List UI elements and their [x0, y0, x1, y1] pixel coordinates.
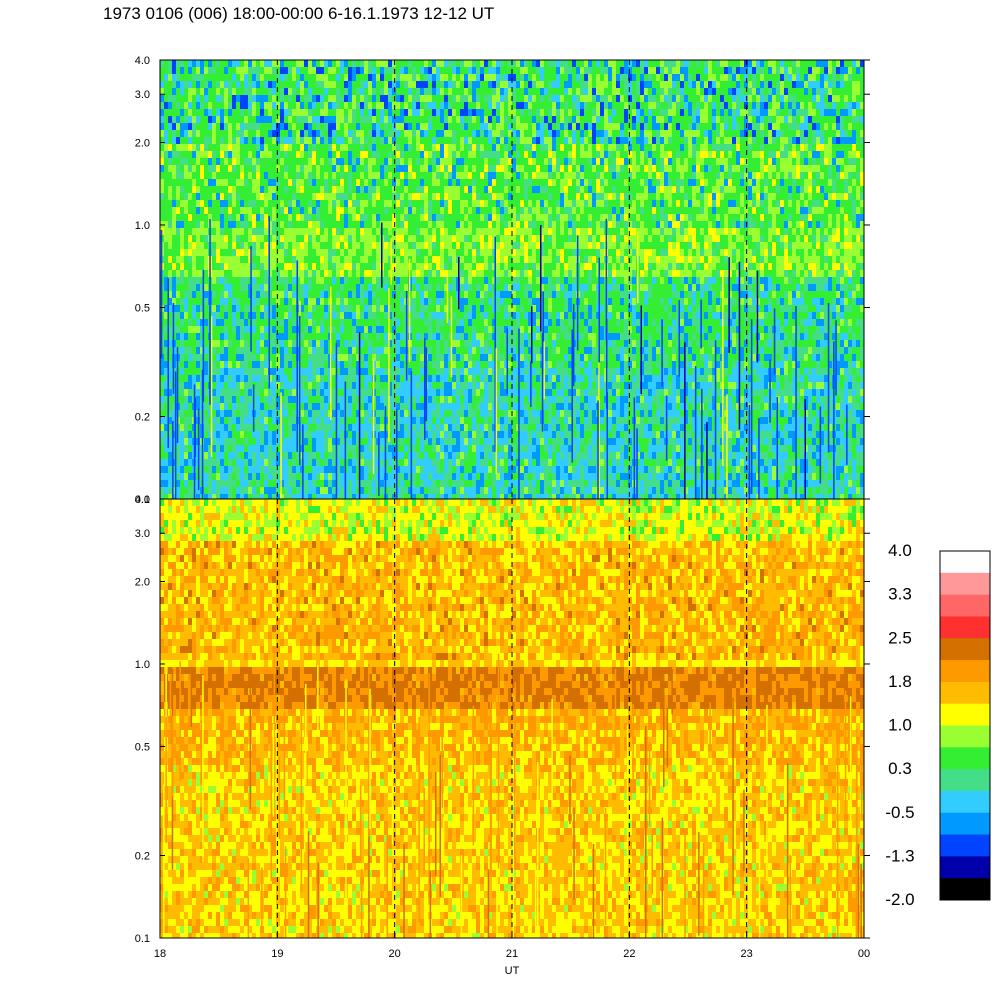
x-tick-label: 20: [389, 948, 401, 960]
colorbar-swatch: [940, 572, 990, 596]
colorbar: 4.0 3.3 2.5 1.8 1.0 0.3 -0.5 -1.3 -2.0: [885, 541, 991, 909]
colorbar-swatch: [940, 834, 990, 857]
y-tick-label: 0.2: [135, 412, 150, 424]
upper-panel: 0.1 0.2 0.5 1.0 2.0 3.0 4.0: [135, 55, 870, 506]
chart-title: 1973 0106 (006) 18:00-00:00 6-16.1.1973 …: [103, 4, 494, 24]
colorbar-swatch: [940, 660, 990, 683]
colorbar-swatch: [940, 703, 990, 726]
y-tick-label: 1.0: [135, 659, 150, 671]
colorbar-swatch: [940, 856, 990, 879]
colorbar-swatch: [940, 769, 990, 792]
colorbar-label: 1.8: [888, 672, 912, 691]
colorbar-swatch: [940, 747, 990, 770]
colorbar-frame: [939, 550, 991, 901]
y-tick-label: 0.5: [135, 302, 150, 314]
x-tick-label: 00: [858, 948, 870, 960]
colorbar-label: -2.0: [885, 890, 914, 909]
colorbar-label: -1.3: [885, 846, 914, 865]
colorbar-swatch: [940, 551, 990, 574]
y-tick-label: 2.0: [135, 576, 150, 588]
colorbar-swatch: [940, 638, 990, 661]
x-axis-label: UT: [505, 965, 520, 977]
colorbar-swatch: [940, 594, 990, 617]
colorbar-label: 0.3: [888, 759, 912, 778]
colorbar-label: 1.0: [888, 716, 912, 735]
y-tick-label: 0.5: [135, 741, 150, 753]
colorbar-swatch: [940, 812, 990, 836]
y-tick-label: 4.0: [135, 55, 150, 67]
lower-panel: 0.1 0.2 0.5 1.0 2.0 3.0 4.0: [135, 494, 870, 945]
colorbar-label: -0.5: [885, 803, 914, 822]
x-tick-label: 22: [623, 948, 635, 960]
x-tick-label: 21: [506, 948, 518, 960]
y-tick-label: 1.0: [135, 220, 150, 232]
y-tick-label: 0.1: [135, 494, 150, 506]
y-tick-label: 4.0: [135, 494, 150, 506]
colorbar-swatch: [940, 681, 990, 705]
colorbar-swatch: [940, 616, 990, 639]
y-tick-label: 0.1: [135, 933, 150, 945]
colorbar-swatch: [940, 725, 990, 748]
x-tick-label: 23: [741, 948, 753, 960]
y-tick-label: 3.0: [135, 89, 150, 101]
colorbar-label: 2.5: [888, 628, 912, 647]
colorbar-swatch: [940, 878, 990, 901]
x-axis: 18 19 20 21 22 23 00: [154, 932, 870, 960]
x-tick-label: 18: [154, 948, 166, 960]
y-tick-label: 3.0: [135, 528, 150, 540]
x-tick-label: 19: [271, 948, 283, 960]
colorbar-label: 4.0: [888, 541, 912, 560]
y-tick-label: 2.0: [135, 137, 150, 149]
colorbar-swatch: [940, 790, 990, 814]
y-tick-label: 0.2: [135, 851, 150, 863]
colorbar-label: 3.3: [888, 585, 912, 604]
